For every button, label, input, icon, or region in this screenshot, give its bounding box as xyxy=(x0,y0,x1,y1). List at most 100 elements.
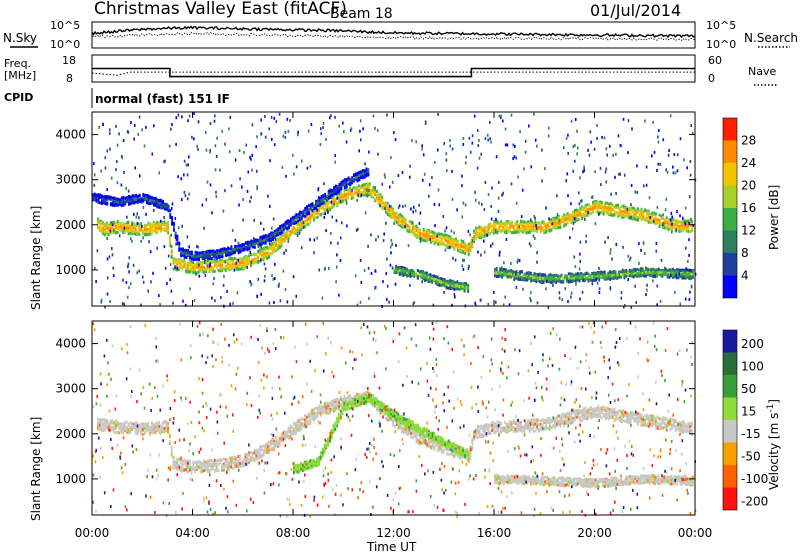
range-cell xyxy=(344,184,346,188)
range-cell xyxy=(632,270,635,274)
range-cell xyxy=(685,224,688,227)
range-cell xyxy=(437,235,439,238)
range-cell xyxy=(547,229,549,233)
range-cell xyxy=(407,272,410,276)
range-cell xyxy=(171,216,173,220)
range-cell xyxy=(649,220,652,224)
range-cell xyxy=(620,209,623,213)
range-cell xyxy=(95,199,98,203)
range-cell xyxy=(480,232,483,236)
range-cell xyxy=(435,239,438,243)
range-cell xyxy=(464,242,466,246)
range-cell xyxy=(385,207,387,211)
range-cell xyxy=(107,227,110,231)
range-cell xyxy=(99,193,101,197)
range-cell xyxy=(115,231,117,235)
range-cell xyxy=(116,224,119,228)
range-cell xyxy=(670,268,673,272)
range-cell xyxy=(674,275,676,279)
range-cell xyxy=(629,269,631,273)
range-cell xyxy=(131,225,133,228)
range-cell xyxy=(367,182,369,186)
range-cell xyxy=(457,239,459,243)
range-cell xyxy=(460,250,463,254)
range-cell xyxy=(269,245,272,249)
range-cell xyxy=(597,202,600,206)
range-cell xyxy=(617,203,619,207)
range-cell xyxy=(521,222,524,226)
range-cell xyxy=(510,272,512,276)
range-cell xyxy=(363,186,366,190)
range-cell xyxy=(554,224,556,228)
range-cell xyxy=(502,228,504,232)
range-cell xyxy=(210,257,213,260)
range-cell xyxy=(437,232,439,236)
range-cell xyxy=(631,215,634,219)
range-cell xyxy=(665,272,667,276)
range-cell xyxy=(515,201,518,205)
range-cell xyxy=(293,230,295,234)
range-cell xyxy=(237,247,240,250)
range-cell xyxy=(451,279,453,283)
range-cell xyxy=(541,226,544,230)
range-cell xyxy=(279,224,281,228)
range-cell xyxy=(318,201,321,205)
range-cell xyxy=(113,197,116,201)
range-cell xyxy=(161,227,164,231)
range-cell xyxy=(487,224,490,228)
range-cell xyxy=(212,267,214,271)
range-cell xyxy=(183,258,186,262)
range-cell xyxy=(646,213,648,217)
range-cell xyxy=(619,207,621,211)
range-cell xyxy=(523,229,526,233)
range-cell xyxy=(300,217,303,221)
range-cell xyxy=(111,227,114,231)
range-cell xyxy=(440,232,443,236)
range-cell xyxy=(580,273,583,277)
range-cell xyxy=(386,210,389,213)
range-cell xyxy=(192,269,195,273)
range-cell xyxy=(151,231,153,235)
range-cell xyxy=(109,221,112,225)
range-cell xyxy=(214,250,217,254)
range-cell xyxy=(135,215,138,219)
range-cell xyxy=(192,255,195,258)
range-cell xyxy=(266,235,269,239)
range-cell xyxy=(451,286,453,290)
range-cell xyxy=(671,228,673,232)
range-cell xyxy=(581,217,583,220)
range-cell xyxy=(167,231,169,235)
range-cell xyxy=(397,214,400,218)
range-cell xyxy=(322,194,325,198)
range-cell xyxy=(611,213,614,217)
range-cell xyxy=(167,209,170,213)
range-cell xyxy=(361,192,364,196)
range-cell xyxy=(196,257,199,261)
range-cell xyxy=(561,218,564,222)
range-cell xyxy=(633,217,636,221)
range-cell xyxy=(579,207,582,210)
range-cell xyxy=(155,201,157,205)
range-cell xyxy=(528,276,530,280)
range-cell xyxy=(584,214,587,218)
range-cell xyxy=(473,239,475,243)
range-cell xyxy=(655,222,657,226)
range-cell xyxy=(242,257,245,261)
range-cell xyxy=(271,241,274,245)
range-cell xyxy=(288,223,290,227)
range-cell xyxy=(455,239,457,243)
range-cell xyxy=(618,273,620,277)
range-cell xyxy=(383,206,385,210)
range-cell xyxy=(558,280,561,284)
range-cell xyxy=(242,264,245,268)
range-cell xyxy=(257,241,260,244)
range-cell xyxy=(322,199,325,203)
range-cell xyxy=(608,202,610,206)
range-cell xyxy=(226,262,229,266)
range-cell xyxy=(510,275,512,279)
range-cell xyxy=(569,280,572,283)
range-cell xyxy=(125,223,128,227)
range-cell xyxy=(125,221,128,225)
range-cell xyxy=(138,229,141,233)
range-cell xyxy=(241,245,244,249)
